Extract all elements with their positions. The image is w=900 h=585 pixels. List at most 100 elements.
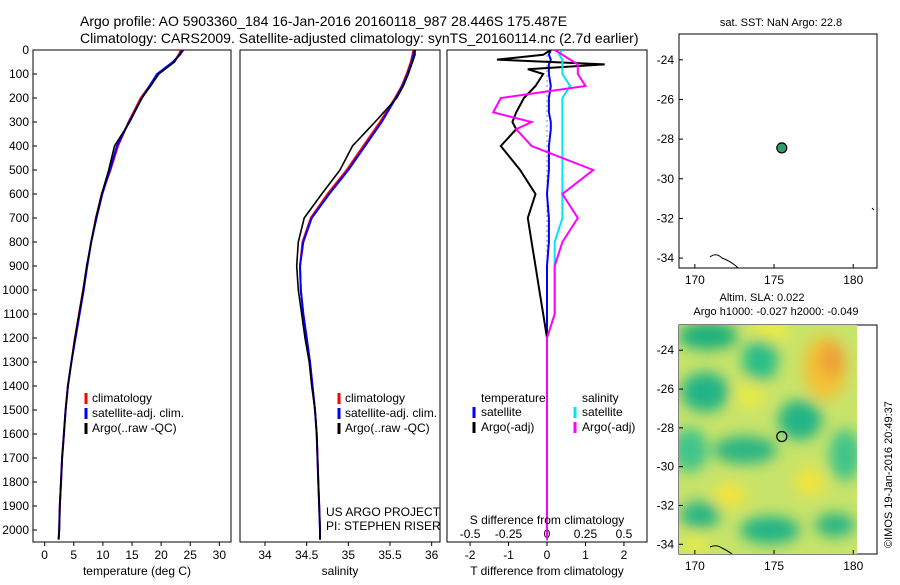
legend-label-s-argo: Argo(-adj) xyxy=(582,420,635,434)
map-y-tick-label: -34 xyxy=(657,251,675,265)
x-tick-label: 20 xyxy=(154,548,168,562)
coastline-sla xyxy=(709,545,733,555)
salinity-axes: 34 34.5 35 35.5 36 xyxy=(258,542,439,562)
y-tick-label: 2000 xyxy=(2,523,29,537)
y-tick-label: 200 xyxy=(9,91,29,105)
pi-annotation: PI: STEPHEN RISER xyxy=(326,519,441,533)
sla-heatmap xyxy=(679,325,857,554)
map-y-tick-label: -26 xyxy=(657,92,675,106)
x-tick-label: 2 xyxy=(621,548,628,562)
y-tick-label: 1000 xyxy=(2,283,29,297)
series-line-2 xyxy=(57,50,183,540)
sst-map-axes: 170 175 180 -24 -26 -28 -30 -32 -34 xyxy=(657,53,864,287)
header-line2: Climatology: CARS2009. Satellite-adjuste… xyxy=(80,30,638,46)
map-y-tick-label: -30 xyxy=(657,172,675,186)
salinity-legend: climatology satellite-adj. clim. Argo(..… xyxy=(337,391,437,435)
y-tick-label: 100 xyxy=(9,67,29,81)
copyright-timestamp: ©IMOS 19-Jan-2016 20:49:37 xyxy=(883,401,895,548)
map-x-tick-label: 175 xyxy=(764,273,784,287)
map-y-tick-label: -34 xyxy=(657,537,675,551)
y-tick-label: 1200 xyxy=(2,331,29,345)
difference-xlabel-top: S difference from climatology xyxy=(470,513,625,527)
legend-label-satellite: satellite-adj. clim. xyxy=(345,406,437,420)
y-tick-label: 1600 xyxy=(2,427,29,441)
y-tick-label: 800 xyxy=(9,235,29,249)
y-tick-label: 300 xyxy=(9,115,29,129)
temperature-series xyxy=(57,50,185,540)
map-y-tick-label: -24 xyxy=(657,53,675,67)
temperature-xlabel: temperature (deg C) xyxy=(83,564,191,578)
s-tick-label: -0.25 xyxy=(495,527,523,541)
map-y-tick-label: -28 xyxy=(657,132,675,146)
map-y-tick-label: -30 xyxy=(657,460,675,474)
map-y-tick-label: -32 xyxy=(657,498,675,512)
y-tick-label: 500 xyxy=(9,163,29,177)
x-tick-label: 25 xyxy=(184,548,198,562)
legend-label-argo: Argo(..raw -QC) xyxy=(92,421,177,435)
y-tick-label: 900 xyxy=(9,259,29,273)
x-tick-label: -2 xyxy=(465,548,476,562)
y-tick-label: 700 xyxy=(9,211,29,225)
x-tick-label: -1 xyxy=(503,548,514,562)
y-tick-label: 0 xyxy=(22,43,29,57)
x-tick-label: 34.5 xyxy=(295,548,319,562)
y-tick-label: 1500 xyxy=(2,403,29,417)
s-tick-label: -0.5 xyxy=(460,527,481,541)
map-y-tick-label: -32 xyxy=(657,211,675,225)
legend-label-s-satellite: satellite xyxy=(582,405,623,419)
diff-series-line-3 xyxy=(491,50,596,540)
y-tick-label: 1400 xyxy=(2,379,29,393)
map-y-tick-label: -28 xyxy=(657,421,675,435)
temperature-plot-frame xyxy=(32,49,232,543)
legend-label-climatology: climatology xyxy=(345,391,405,405)
temperature-axes: 0 5 10 15 20 25 300100200300400500600700800900… xyxy=(2,43,226,562)
x-tick-label: 15 xyxy=(125,548,139,562)
series-line-0 xyxy=(57,50,182,540)
y-tick-label: 1300 xyxy=(2,355,29,369)
s-tick-label: 0.5 xyxy=(616,527,633,541)
y-tick-label: 600 xyxy=(9,187,29,201)
sla-map-title2: Argo h1000: -0.027 h2000: -0.049 xyxy=(693,306,858,318)
argo-position-marker-sla xyxy=(776,430,788,443)
sla-map-title1: Altim. SLA: 0.022 xyxy=(720,292,805,304)
difference-series xyxy=(491,50,605,542)
salinity-series xyxy=(295,50,416,540)
x-tick-label: 0 xyxy=(544,548,551,562)
y-tick-label: 1800 xyxy=(2,475,29,489)
x-tick-label: 36 xyxy=(425,548,439,562)
series-line-2 xyxy=(295,50,416,540)
sla-blobs xyxy=(679,325,857,554)
x-tick-label: 5 xyxy=(70,548,77,562)
difference-xlabel: T difference from climatology xyxy=(470,564,624,578)
coastline-fragment xyxy=(871,207,875,211)
map-x-tick-label: 175 xyxy=(764,559,784,573)
y-tick-label: 1900 xyxy=(2,499,29,513)
map-x-tick-label: 180 xyxy=(843,273,863,287)
x-tick-label: 35 xyxy=(342,548,356,562)
x-tick-label: 35.5 xyxy=(378,548,402,562)
coastline-sst xyxy=(709,254,739,269)
argo-position-marker xyxy=(776,142,788,154)
y-tick-label: 1700 xyxy=(2,451,29,465)
x-tick-label: 34 xyxy=(258,548,272,562)
legend-title-temperature: temperature xyxy=(481,391,546,405)
legend-label-climatology: climatology xyxy=(92,391,152,405)
s-tick-label: 0.25 xyxy=(574,527,598,541)
legend-label-argo: Argo(..raw -QC) xyxy=(345,421,430,435)
map-x-tick-label: 170 xyxy=(685,273,705,287)
map-y-tick-label: -26 xyxy=(657,382,675,396)
y-tick-label: 400 xyxy=(9,139,29,153)
legend-label-satellite: satellite-adj. clim. xyxy=(92,406,184,420)
project-annotation: US ARGO PROJECT xyxy=(326,505,441,519)
series-line-1 xyxy=(57,50,185,540)
map-y-tick-label: -24 xyxy=(657,343,675,357)
x-tick-label: 30 xyxy=(213,548,227,562)
temperature-legend: climatology satellite-adj. clim. Argo(..… xyxy=(84,391,184,435)
legend-title-salinity: salinity xyxy=(582,391,619,405)
sla-map-axes: 170 175 180 -24 -26 -28 -30 -32 -34 xyxy=(657,343,864,573)
map-x-tick-label: 170 xyxy=(685,559,705,573)
map-x-tick-label: 180 xyxy=(843,559,863,573)
salinity-xlabel: salinity xyxy=(322,564,359,578)
x-tick-label: 10 xyxy=(96,548,110,562)
